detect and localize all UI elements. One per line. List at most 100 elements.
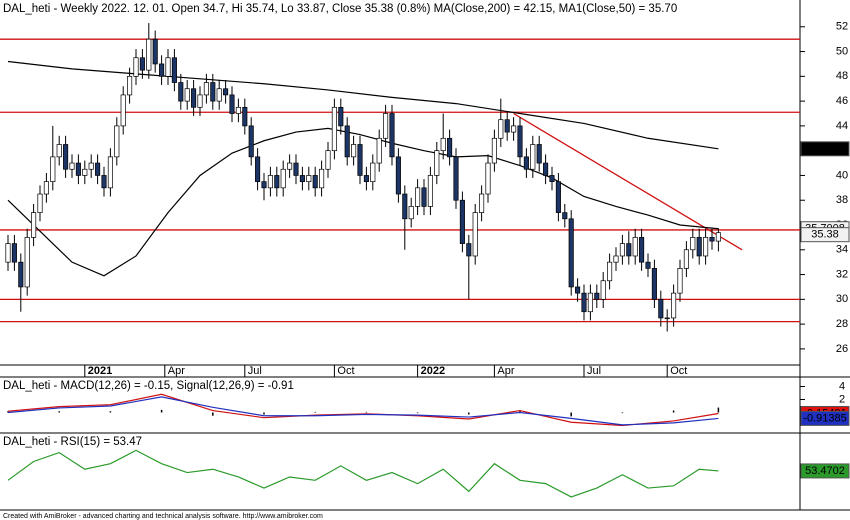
- y-tick-label: 34: [836, 244, 848, 256]
- candle-body: [159, 63, 165, 77]
- candle-body: [197, 94, 203, 108]
- candle-body: [82, 168, 88, 176]
- candle-body: [632, 237, 638, 257]
- candle-body: [511, 125, 517, 133]
- candle-body: [184, 88, 190, 102]
- candle-body: [261, 181, 267, 189]
- y-tick-label: 4: [839, 380, 845, 392]
- candle-body: [267, 175, 273, 189]
- candle-body: [63, 144, 69, 170]
- candle-body: [351, 144, 357, 158]
- candle-body: [619, 243, 625, 257]
- candle-body: [18, 261, 24, 288]
- candle-body: [312, 175, 318, 189]
- candle-body: [24, 237, 30, 288]
- y-tick-label: 2: [839, 393, 845, 405]
- candle-body: [575, 286, 581, 294]
- candle-body: [664, 317, 670, 320]
- candle-body: [152, 38, 158, 65]
- price-title: DAL_heti - Weekly 2022. 12. 01. Open 34.…: [3, 3, 677, 15]
- y-tick-label: 50: [836, 45, 848, 57]
- candle-body: [459, 199, 465, 244]
- candle-body: [133, 57, 139, 77]
- candle-body: [498, 119, 504, 139]
- candle-body: [37, 193, 43, 213]
- candle-body: [331, 106, 337, 152]
- line-series: [7, 60, 719, 150]
- candle-body: [408, 206, 414, 220]
- candle-body: [427, 175, 433, 207]
- candle-body: [165, 57, 171, 77]
- candle-body: [626, 243, 632, 257]
- value-tag: 35.38: [811, 229, 839, 241]
- candle-body: [338, 106, 344, 127]
- candle-body: [645, 261, 651, 269]
- y-tick-label: 26: [836, 343, 848, 355]
- candle-body: [690, 237, 696, 251]
- candle-body: [344, 125, 350, 158]
- candle-body: [581, 292, 587, 313]
- candle-body: [287, 162, 293, 170]
- candle-body: [5, 243, 11, 263]
- candle-body: [235, 106, 241, 114]
- candle-body: [178, 82, 184, 102]
- candle-body: [95, 162, 101, 176]
- candle-body: [11, 243, 17, 263]
- candle-body: [683, 249, 689, 269]
- candle-body: [242, 106, 248, 127]
- candle-body: [447, 137, 453, 158]
- candle-body: [299, 175, 305, 182]
- candle-body: [421, 187, 427, 207]
- candle-body: [293, 162, 299, 176]
- candle-body: [389, 113, 395, 158]
- line-series: [7, 396, 719, 426]
- value-tag-box: [800, 463, 850, 479]
- candle-body: [703, 237, 709, 257]
- candle-body: [171, 57, 177, 83]
- candle-body: [607, 261, 613, 282]
- line-series: [7, 449, 719, 498]
- candle-body: [466, 243, 472, 257]
- candle-body: [146, 38, 152, 71]
- candle-body: [139, 57, 145, 71]
- candle-body: [210, 82, 216, 102]
- candle-body: [651, 268, 657, 300]
- candle-body: [203, 82, 209, 96]
- value-tag: 42.145: [808, 143, 842, 155]
- y-tick-label: 32: [836, 268, 848, 280]
- candle-body: [517, 125, 523, 158]
- x-tick-label: 2022: [421, 365, 445, 377]
- candle-body: [223, 88, 229, 96]
- value-tag-box: [800, 227, 850, 243]
- candle-body: [402, 193, 408, 220]
- candle-body: [107, 156, 113, 189]
- y-tick-label: 38: [836, 194, 848, 206]
- line-series: [7, 393, 719, 427]
- candle-body: [357, 144, 363, 176]
- value-tag: 53.4702: [805, 465, 845, 477]
- candle-body: [114, 125, 120, 158]
- candle-body: [555, 181, 561, 213]
- macd-title: DAL_heti - MACD(12,26) = -0.15, Signal(1…: [3, 380, 294, 392]
- candle-body: [274, 175, 280, 189]
- candle-body: [88, 162, 94, 170]
- candle-body: [440, 137, 446, 152]
- candle-body: [671, 292, 677, 319]
- candle-body: [69, 162, 75, 170]
- candle-body: [472, 212, 478, 257]
- candle-body: [587, 292, 593, 313]
- candle-body: [280, 168, 286, 189]
- candle-body: [594, 292, 600, 300]
- candle-body: [127, 75, 133, 96]
- candle-body: [491, 137, 497, 164]
- y-tick-label: 40: [836, 169, 848, 181]
- x-tick-label: 2021: [88, 365, 112, 377]
- candle-body: [43, 181, 49, 195]
- candle-body: [715, 232, 721, 242]
- candle-body: [415, 187, 421, 207]
- x-tick-label: Apr: [168, 365, 185, 377]
- candle-body: [363, 175, 369, 182]
- candle-body: [370, 162, 376, 182]
- rsi-title: DAL_heti - RSI(15) = 53.47: [3, 436, 142, 448]
